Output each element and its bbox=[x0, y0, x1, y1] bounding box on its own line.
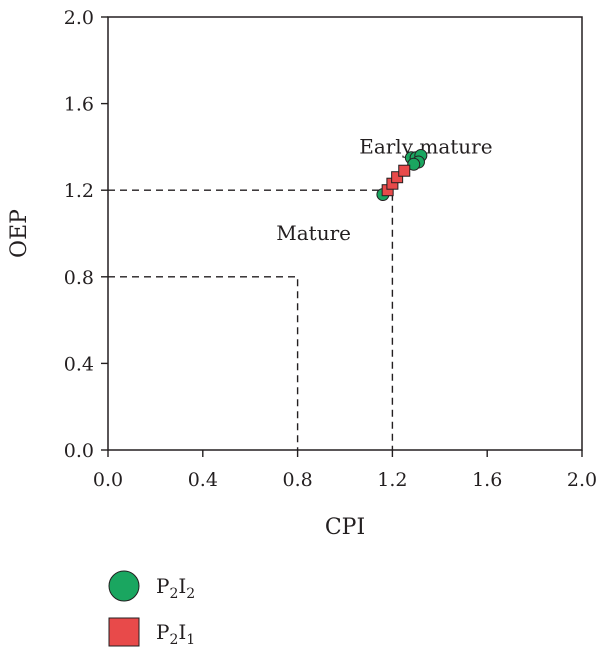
y-tick-label: 1.2 bbox=[64, 180, 94, 202]
legend-marker-p2i1 bbox=[108, 617, 140, 647]
y-axis-title: OEP bbox=[7, 209, 32, 258]
legend-label-p2i2: P2I2 bbox=[156, 574, 195, 602]
x-tick-label: 1.6 bbox=[472, 469, 502, 491]
legend-marker-p2i2 bbox=[108, 570, 140, 602]
y-tick-label: 0.8 bbox=[64, 267, 94, 289]
x-axis-ticks: 0.0 0.4 0.8 1.2 1.6 2.0 bbox=[93, 450, 597, 491]
x-tick-label: 2.0 bbox=[567, 469, 597, 491]
legend: P2I2 P2I1 bbox=[108, 570, 195, 648]
x-axis-title: CPI bbox=[325, 515, 365, 540]
x-tick-label: 0.0 bbox=[93, 469, 123, 491]
x-tick-label: 0.8 bbox=[282, 469, 312, 491]
mature-boundary-line bbox=[108, 276, 299, 450]
point-p2i2 bbox=[407, 157, 421, 171]
x-tick-label: 0.4 bbox=[188, 469, 218, 491]
data-points bbox=[376, 149, 428, 202]
y-axis-ticks: 0.0 0.4 0.8 1.2 1.6 2.0 bbox=[64, 7, 108, 462]
plot-area-frame bbox=[107, 16, 583, 451]
y-tick-label: 0.4 bbox=[64, 353, 94, 375]
y-tick-label: 2.0 bbox=[64, 7, 94, 29]
point-p2i1 bbox=[391, 171, 404, 184]
y-tick-label: 1.6 bbox=[64, 94, 94, 116]
point-p2i1 bbox=[398, 164, 411, 177]
reference-lines bbox=[108, 189, 394, 450]
early-mature-boundary-line bbox=[108, 189, 394, 450]
y-tick-label: 0.0 bbox=[64, 440, 94, 462]
legend-label-p2i1: P2I1 bbox=[156, 620, 195, 648]
annotation-mature: Mature bbox=[276, 221, 351, 245]
x-tick-label: 1.2 bbox=[377, 469, 407, 491]
